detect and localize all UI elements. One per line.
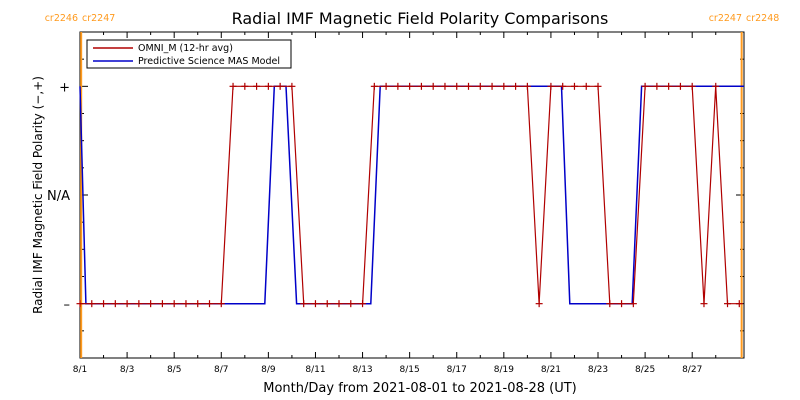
- omni-data-point: [476, 82, 484, 90]
- omni-data-point: [547, 82, 555, 90]
- x-tick-label: 8/23: [588, 365, 608, 375]
- legend-label-mas: Predictive Science MAS Model: [138, 56, 280, 67]
- y-axis-label: Radial IMF Magnetic Field Polarity (−,+): [31, 76, 45, 314]
- y-tick-label: +: [59, 80, 70, 95]
- omni-data-point: [700, 300, 708, 308]
- omni-data-point: [194, 300, 202, 308]
- omni-data-point: [523, 82, 531, 90]
- y-tick-label: N/A: [47, 189, 70, 204]
- omni-data-point: [618, 300, 626, 308]
- omni-data-point: [570, 82, 578, 90]
- omni-data-point: [253, 82, 261, 90]
- omni-data-point: [559, 82, 567, 90]
- omni-data-point: [606, 300, 614, 308]
- x-axis-ticks: 8/1 8/3 8/5 8/7 8/9 8/11 8/13 8/15 8/17 8/19 8/21 8…: [73, 32, 717, 375]
- omni-data-point: [147, 300, 155, 308]
- x-tick-label: 8/19: [494, 365, 514, 375]
- omni-data-point: [276, 82, 284, 90]
- omni-data-point: [335, 300, 343, 308]
- omni-data-point: [111, 300, 119, 308]
- omni-data-point: [688, 82, 696, 90]
- omni-data-point: [100, 300, 108, 308]
- omni-data-point: [76, 300, 84, 308]
- omni-data-point: [724, 300, 732, 308]
- omni-data-point: [300, 300, 308, 308]
- x-tick-label: 8/17: [447, 365, 467, 375]
- omni-data-point: [288, 82, 296, 90]
- x-axis-label: Month/Day from 2021-08-01 to 2021-08-28 …: [263, 381, 576, 396]
- x-tick-label: 8/1: [73, 365, 87, 375]
- omni-data-point: [229, 82, 237, 90]
- omni-data-point: [429, 82, 437, 90]
- omni-data-point: [382, 82, 390, 90]
- omni-data-point: [170, 300, 178, 308]
- omni-data-point: [264, 82, 272, 90]
- omni-data-point: [629, 300, 637, 308]
- omni-data-point: [135, 300, 143, 308]
- x-tick-label: 8/15: [400, 365, 420, 375]
- omni-data-point: [406, 82, 414, 90]
- omni-data-point: [676, 82, 684, 90]
- carrington-label-left: cr2246: [45, 13, 78, 24]
- x-tick-label: 8/5: [167, 365, 181, 375]
- y-tick-label: –: [64, 298, 71, 313]
- omni-data-point: [512, 82, 520, 90]
- omni-data-point: [359, 300, 367, 308]
- omni-data-point: [417, 82, 425, 90]
- omni-data-point: [535, 300, 543, 308]
- omni-data-point: [182, 300, 190, 308]
- omni-data-point: [488, 82, 496, 90]
- omni-data-point: [394, 82, 402, 90]
- omni-data-point: [665, 82, 673, 90]
- x-tick-label: 8/7: [214, 365, 228, 375]
- omni-data-point: [323, 300, 331, 308]
- omni-data-point: [453, 82, 461, 90]
- x-tick-label: 8/25: [635, 365, 655, 375]
- carrington-label-right: cr2248: [746, 13, 779, 24]
- omni-data-point: [206, 300, 214, 308]
- series-layer: [76, 82, 744, 308]
- omni-data-point: [735, 300, 743, 308]
- legend-box: [86, 39, 292, 69]
- x-tick-label: 8/13: [352, 365, 372, 375]
- omni-data-point: [594, 82, 602, 90]
- x-tick-label: 8/3: [120, 365, 134, 375]
- omni-data-point: [158, 300, 166, 308]
- omni-data-point: [465, 82, 473, 90]
- omni-data-point: [347, 300, 355, 308]
- omni-data-point: [88, 300, 96, 308]
- omni-data-point: [441, 82, 449, 90]
- x-tick-label: 8/21: [541, 365, 561, 375]
- x-tick-label: 8/11: [305, 365, 325, 375]
- carrington-label-right: cr2247: [82, 13, 115, 24]
- omni-data-point: [241, 82, 249, 90]
- carrington-label-left: cr2247: [709, 13, 742, 24]
- omni-data-point: [311, 300, 319, 308]
- x-tick-label: 8/9: [261, 365, 276, 375]
- omni-data-point: [500, 82, 508, 90]
- omni-data-point: [641, 82, 649, 90]
- omni-data-point: [217, 300, 225, 308]
- omni-data-point: [653, 82, 661, 90]
- chart-title: Radial IMF Magnetic Field Polarity Compa…: [232, 9, 609, 28]
- omni-data-point: [712, 82, 720, 90]
- x-tick-label: 8/27: [682, 365, 702, 375]
- legend: OMNI_M (12-hr avg) Predictive Science MA…: [86, 39, 292, 69]
- legend-label-omni: OMNI_M (12-hr avg): [138, 43, 233, 54]
- omni-data-point: [582, 82, 590, 90]
- omni-data-point: [370, 82, 378, 90]
- omni-data-point: [123, 300, 131, 308]
